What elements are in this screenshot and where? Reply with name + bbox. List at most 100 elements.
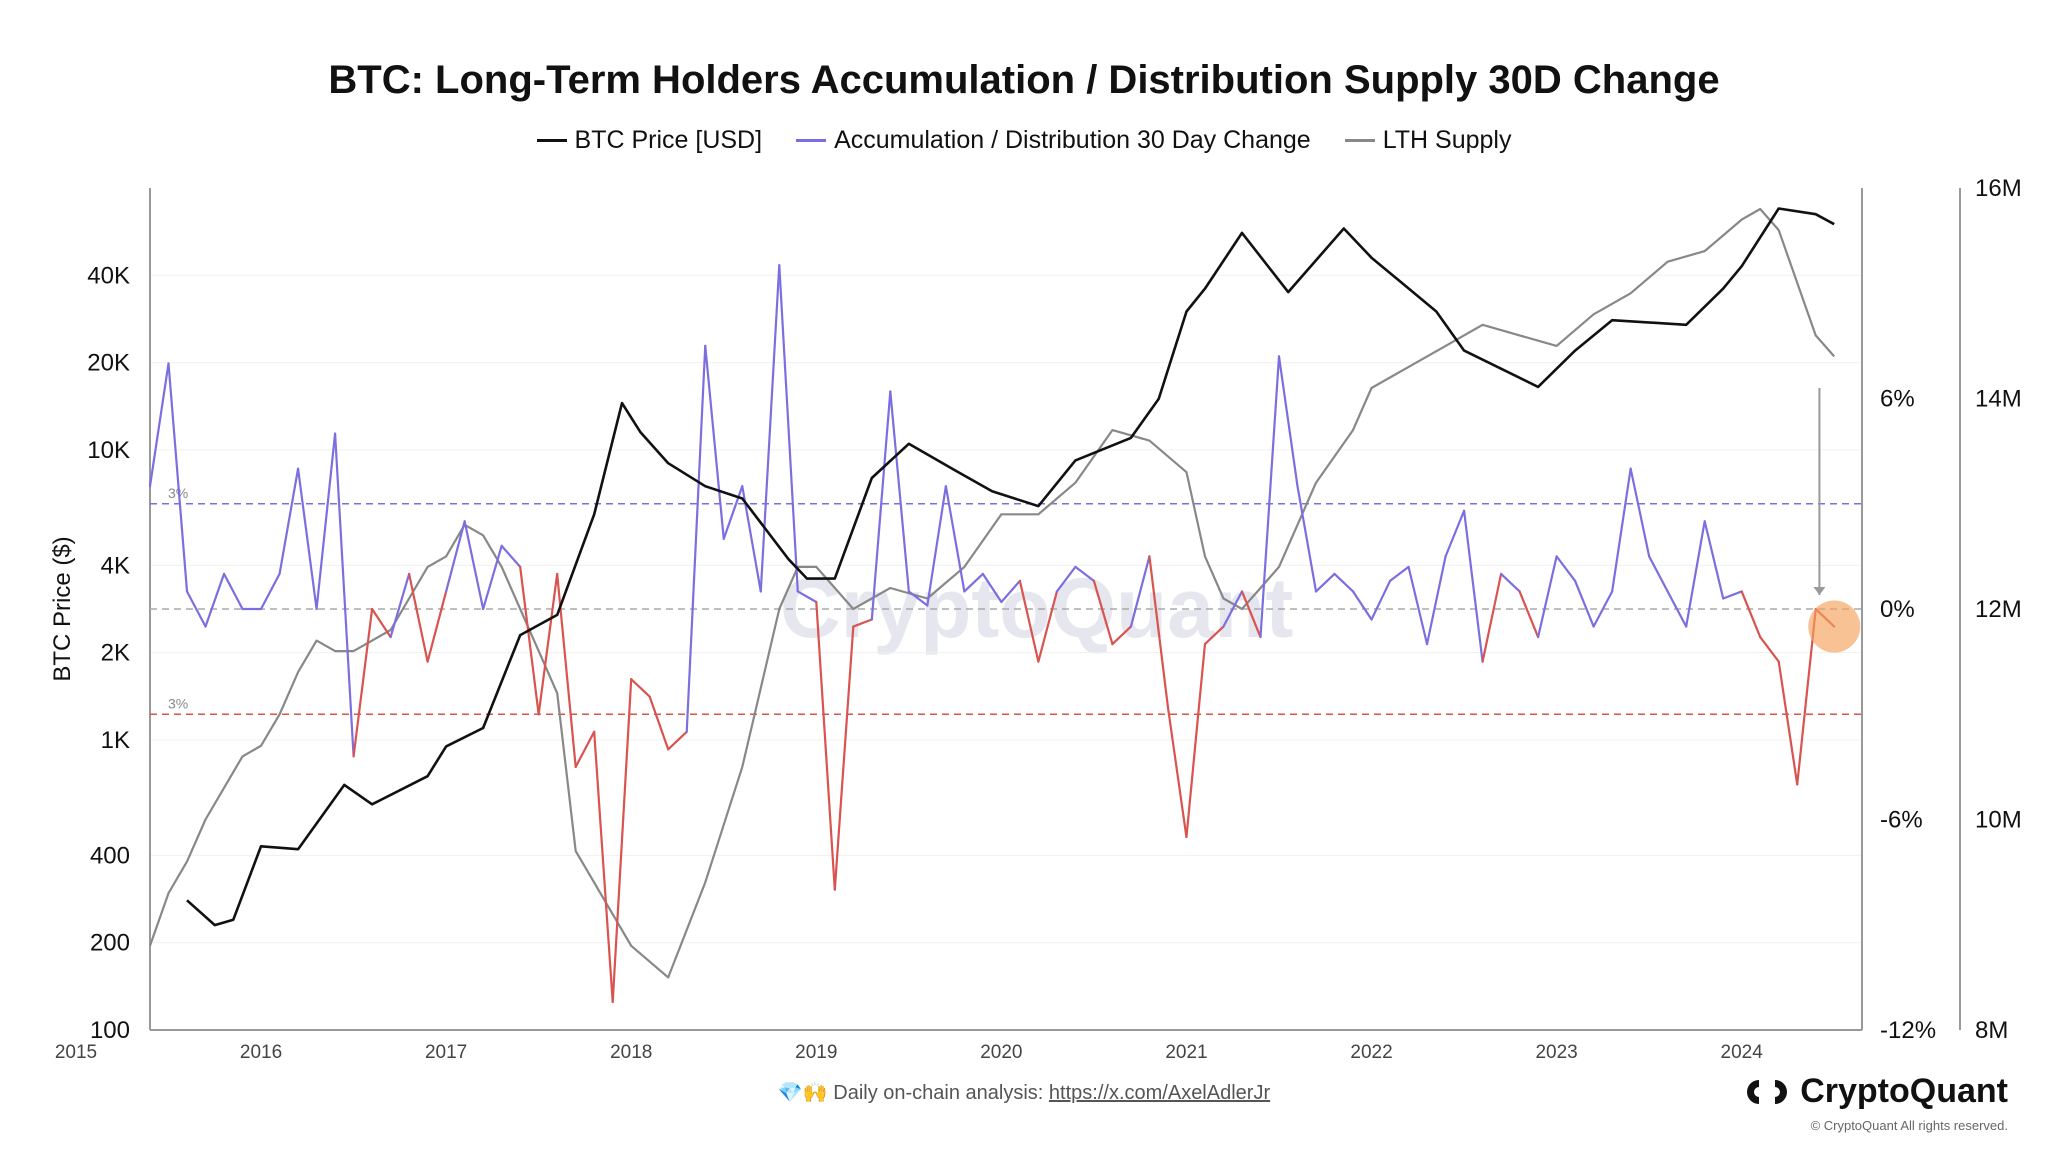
series-segment-accumulation — [1703, 520, 1725, 600]
series-segment-accumulation — [259, 572, 281, 611]
series-segment-accumulation — [833, 625, 855, 891]
series-segment-accumulation — [389, 572, 411, 639]
series-segment-accumulation — [1351, 590, 1373, 621]
legend-item-lth-supply[interactable]: LTH Supply — [1344, 126, 1512, 155]
series-line-btc-price — [186, 207, 1835, 927]
series-segment-accumulation — [537, 572, 559, 716]
left-tick-label: 100 — [90, 1017, 130, 1044]
left-tick-label: 1K — [101, 727, 130, 754]
series-segment-accumulation — [1203, 625, 1225, 646]
series-segment-accumulation — [185, 590, 207, 628]
series-segment-accumulation — [981, 572, 1003, 604]
series-segment-accumulation — [926, 485, 947, 607]
chart-canvas: 100 200 400 1K 2K 4K 10K 20K 40K BTC Price ($) -12… — [49, 175, 2022, 1060]
series-segment-accumulation — [611, 678, 633, 1004]
series-segment-accumulation — [815, 600, 836, 891]
series-segment-accumulation — [630, 678, 651, 698]
legend: BTC Price [USD] Accumulation / Distribut… — [0, 126, 2048, 155]
mid-tick-label: 6% — [1880, 386, 1915, 413]
mid-tick-label: 0% — [1880, 596, 1915, 623]
series-segment-accumulation — [1055, 565, 1077, 593]
series-segment-accumulation — [1259, 355, 1281, 639]
series-segment-accumulation — [1074, 565, 1096, 583]
annotation-arrow-head — [1813, 586, 1826, 595]
right-tick-label: 14M — [1975, 386, 2022, 413]
series-segment-accumulation — [1277, 355, 1299, 488]
x-tick-label: 2015 — [55, 1042, 97, 1060]
series-segment-accumulation — [852, 618, 873, 628]
series-segment-accumulation — [278, 467, 300, 576]
series-segment-accumulation — [556, 572, 577, 768]
series-segment-accumulation — [1166, 706, 1188, 839]
series-segment-accumulation — [870, 390, 892, 621]
x-tick-label: 2017 — [425, 1042, 467, 1060]
highlight-marker — [1808, 600, 1861, 653]
series-segment-accumulation — [889, 390, 910, 593]
brand-logo: CryptoQuant — [1744, 1072, 2008, 1111]
series-segment-accumulation — [1037, 590, 1058, 663]
series-segment-accumulation — [204, 572, 226, 628]
series-segment-accumulation — [408, 572, 429, 663]
brand-name: CryptoQuant — [1800, 1072, 2008, 1110]
cryptoquant-logo-icon — [1747, 1079, 1788, 1104]
series-segment-accumulation — [519, 565, 540, 716]
series-segment-accumulation — [1481, 572, 1503, 663]
legend-item-price[interactable]: BTC Price [USD] — [536, 126, 763, 155]
series-segment-accumulation — [148, 362, 170, 488]
series-segment-accumulation — [333, 432, 355, 758]
series-segment-accumulation — [1666, 590, 1688, 628]
legend-swatch-accumulation — [796, 139, 827, 142]
series-segment-accumulation — [1499, 572, 1521, 593]
left-tick-label: 400 — [90, 842, 130, 869]
x-tick-label: 2019 — [795, 1042, 837, 1060]
legend-label-lth-supply: LTH Supply — [1382, 126, 1512, 154]
left-axis-label: BTC Price ($) — [49, 536, 76, 681]
footer-emoji: 💎🙌 — [777, 1082, 828, 1104]
series-segment-accumulation — [1111, 625, 1133, 646]
series-segment-accumulation — [759, 264, 781, 593]
series-segment-accumulation — [1000, 579, 1021, 604]
right-tick-label: 16M — [1975, 175, 2022, 202]
mid-tick-label: -12% — [1880, 1017, 1936, 1044]
series-segment-accumulation — [963, 572, 984, 593]
footer-link[interactable]: https://x.com/AxelAdlerJr — [1048, 1082, 1271, 1104]
legend-item-accumulation[interactable]: Accumulation / Distribution 30 Day Chang… — [796, 126, 1311, 155]
left-tick-label: 20K — [87, 350, 130, 377]
series-segment-accumulation — [1185, 642, 1207, 839]
copyright: © CryptoQuant All rights reserved. — [1810, 1118, 2008, 1133]
series-segment-accumulation — [593, 730, 614, 1004]
series-segment-accumulation — [1685, 520, 1706, 628]
series-segment-accumulation — [370, 607, 392, 639]
left-tick-label: 2K — [101, 640, 130, 667]
series-segment-accumulation — [796, 590, 818, 604]
x-tick-label: 2020 — [980, 1042, 1022, 1060]
series-segment-accumulation — [1129, 555, 1151, 628]
series-segment-accumulation — [1648, 555, 1669, 593]
series-segment-accumulation — [1777, 660, 1799, 786]
series-segment-accumulation — [1722, 590, 1743, 600]
series-segment-accumulation — [1518, 590, 1540, 639]
series-segment-accumulation — [1740, 590, 1762, 639]
series-segment-accumulation — [1370, 579, 1392, 621]
series-segment-accumulation — [1555, 555, 1577, 583]
x-tick-label: 2024 — [1721, 1042, 1764, 1060]
legend-swatch-lth-supply — [1344, 139, 1375, 142]
series-segment-accumulation — [1240, 590, 1262, 639]
footer-note: 💎🙌 Daily on-chain analysis: https://x.co… — [0, 1080, 2048, 1105]
right-tick-label: 10M — [1975, 807, 2022, 834]
footer-text: Daily on-chain analysis: — [833, 1082, 1044, 1104]
series-segment-accumulation — [500, 544, 522, 569]
series-segment-accumulation — [778, 264, 799, 593]
series-segment-accumulation — [167, 362, 189, 593]
series-segment-accumulation — [315, 432, 337, 611]
series-segment-accumulation — [907, 590, 929, 607]
legend-label-price: BTC Price [USD] — [574, 126, 763, 154]
series-segment-accumulation — [352, 607, 374, 758]
series-segment-accumulation — [1333, 572, 1355, 593]
x-tick-label: 2018 — [610, 1042, 652, 1060]
x-tick-label: 2021 — [1165, 1042, 1207, 1060]
legend-label-accumulation: Accumulation / Distribution 30 Day Chang… — [834, 126, 1311, 154]
series-segment-accumulation — [1296, 485, 1318, 593]
x-tick-label: 2016 — [240, 1042, 282, 1060]
series-segment-accumulation — [1148, 555, 1170, 709]
